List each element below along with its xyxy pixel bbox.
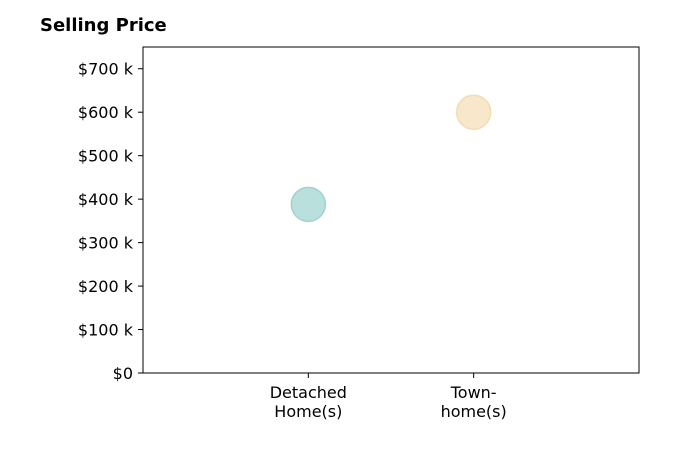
x-tick-label: Home(s) <box>274 402 342 421</box>
plot-area: $0 $100 k $200 k $300 k $400 k $500 k $600 k $7… <box>78 46 640 421</box>
y-tick-label: $600 k <box>78 103 134 122</box>
plot-frame <box>142 46 640 374</box>
x-tick-label: home(s) <box>441 402 507 421</box>
chart-title: Selling Price <box>40 15 167 36</box>
y-tick-label: $100 k <box>78 321 134 340</box>
y-tick-label: $500 k <box>78 147 134 166</box>
y-tick-label: $0 <box>113 364 133 383</box>
y-tick-label: $400 k <box>78 190 134 209</box>
y-tick-label: $200 k <box>78 277 134 296</box>
y-tick-label: $300 k <box>78 234 134 253</box>
x-tick-label: Detached <box>270 383 347 402</box>
y-tick-label: $700 k <box>78 60 134 79</box>
x-tick-label: Town- <box>450 383 497 402</box>
data-point <box>290 186 327 223</box>
data-point <box>455 94 492 130</box>
